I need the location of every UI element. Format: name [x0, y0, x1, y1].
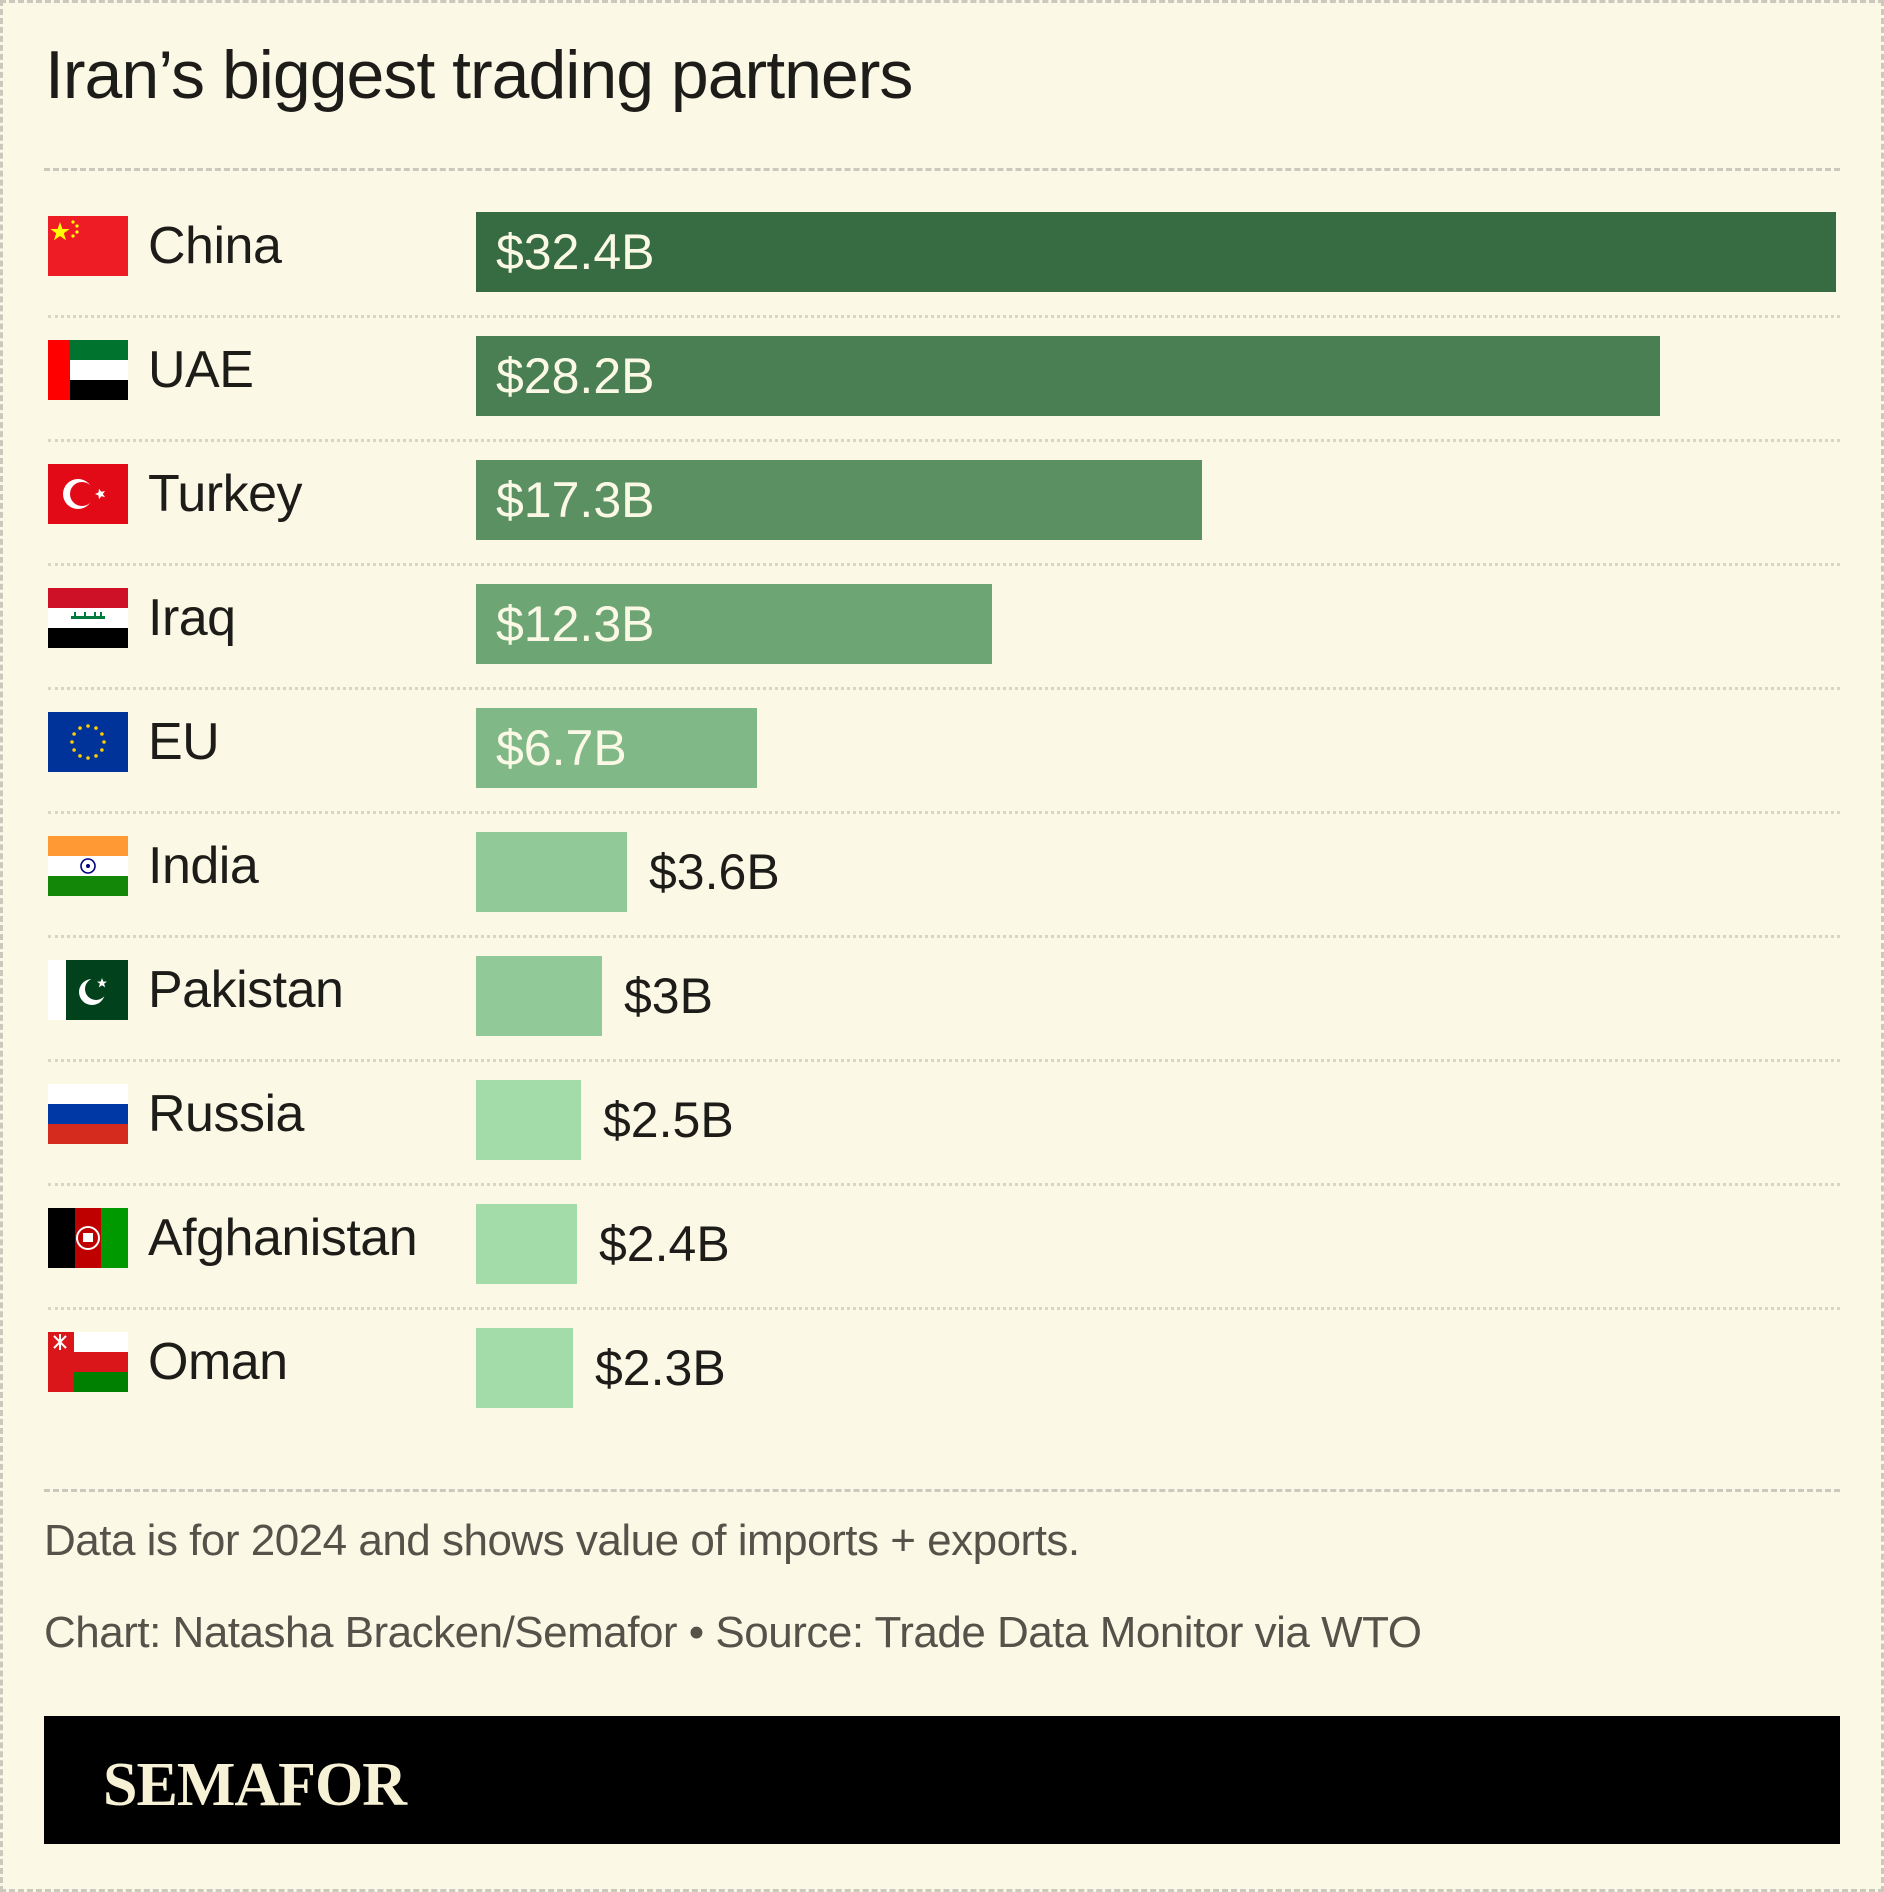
- header-divider: [44, 168, 1840, 171]
- row-divider: [48, 1307, 1840, 1310]
- value-label: $2.4B: [599, 1216, 730, 1272]
- country-label: Iraq: [148, 589, 236, 647]
- bar: $28.2B: [476, 336, 1660, 416]
- value-label: $12.3B: [496, 596, 655, 652]
- value-label: $28.2B: [496, 348, 655, 404]
- row-divider: [48, 811, 1840, 814]
- value-label: $17.3B: [496, 472, 655, 528]
- pakistan-flag-icon: [48, 960, 128, 1020]
- bar: [476, 956, 602, 1036]
- row-divider: [48, 439, 1840, 442]
- bar: [476, 832, 627, 912]
- bar: [476, 1204, 577, 1284]
- data-note: Data is for 2024 and shows value of impo…: [44, 1516, 1080, 1565]
- brand-bar: SEMAFOR: [44, 1716, 1840, 1844]
- uae-flag-icon: [48, 340, 128, 400]
- country-label: India: [148, 837, 259, 895]
- row-divider: [48, 1059, 1840, 1062]
- value-label: $6.7B: [496, 720, 627, 776]
- russia-flag-icon: [48, 1084, 128, 1144]
- value-label: $3B: [624, 968, 713, 1024]
- bar-row-china: China $32.4B: [48, 194, 1840, 318]
- row-divider: [48, 1183, 1840, 1186]
- bar-row-iraq: Iraq $12.3B: [48, 566, 1840, 690]
- country-label: China: [148, 217, 282, 275]
- country-label: UAE: [148, 341, 254, 399]
- bar: [476, 1328, 573, 1408]
- bar: [476, 1080, 581, 1160]
- source-credit: Chart: Natasha Bracken/Semafor • Source:…: [44, 1608, 1422, 1657]
- row-divider: [48, 563, 1840, 566]
- value-label: $2.5B: [603, 1092, 734, 1148]
- country-label: EU: [148, 713, 220, 771]
- value-label: $32.4B: [496, 224, 655, 280]
- country-label: Russia: [148, 1085, 304, 1143]
- bar: $32.4B: [476, 212, 1836, 292]
- china-flag-icon: [48, 216, 128, 276]
- india-flag-icon: [48, 836, 128, 896]
- semafor-logo: SEMAFOR: [103, 1751, 407, 1819]
- row-divider: [48, 687, 1840, 690]
- value-label: $3.6B: [649, 844, 780, 900]
- bar-row-oman: Oman $2.3B: [48, 1310, 1840, 1434]
- bar-row-russia: Russia $2.5B: [48, 1062, 1840, 1186]
- chart-title: Iran’s biggest trading partners: [45, 37, 913, 113]
- bar-row-turkey: Turkey $17.3B: [48, 442, 1840, 566]
- bar-row-pakistan: Pakistan $3B: [48, 938, 1840, 1062]
- footer-divider: [44, 1489, 1840, 1492]
- bar: $17.3B: [476, 460, 1202, 540]
- bar-row-india: India $3.6B: [48, 814, 1840, 938]
- row-divider: [48, 935, 1840, 938]
- value-label: $2.3B: [595, 1340, 726, 1396]
- country-label: Pakistan: [148, 961, 344, 1019]
- oman-flag-icon: [48, 1332, 128, 1392]
- bar: $12.3B: [476, 584, 992, 664]
- country-label: Oman: [148, 1333, 288, 1391]
- bar-row-uae: UAE $28.2B: [48, 318, 1840, 442]
- iraq-flag-icon: [48, 588, 128, 648]
- eu-flag-icon: [48, 712, 128, 772]
- country-label: Afghanistan: [148, 1209, 418, 1267]
- afghanistan-flag-icon: [48, 1208, 128, 1268]
- bar: $6.7B: [476, 708, 757, 788]
- row-divider: [48, 315, 1840, 318]
- bar-row-afghanistan: Afghanistan $2.4B: [48, 1186, 1840, 1310]
- country-label: Turkey: [148, 465, 303, 523]
- turkey-flag-icon: [48, 464, 128, 524]
- bar-row-eu: EU $6.7B: [48, 690, 1840, 814]
